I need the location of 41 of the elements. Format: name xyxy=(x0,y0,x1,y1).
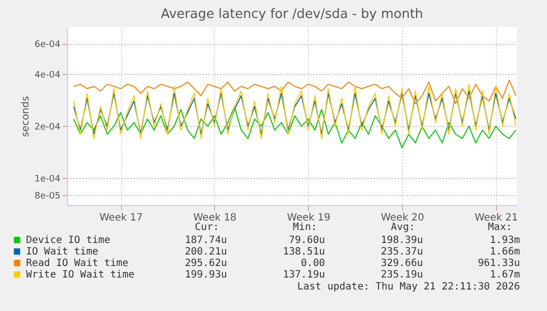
text: 1.93m xyxy=(490,235,520,246)
text: 0.00 xyxy=(300,258,325,269)
text: 200.21u xyxy=(184,246,227,258)
line-series xyxy=(73,106,516,148)
text: Avg: xyxy=(390,222,415,233)
y-tick-label: 1e-04 xyxy=(34,174,61,185)
text: Min: xyxy=(292,222,317,233)
text: 79.60u xyxy=(288,235,325,246)
x-tick-label: Week 19 xyxy=(287,212,330,224)
legend-label: IO Wait time xyxy=(26,246,98,258)
y-axis-title: seconds xyxy=(20,96,32,137)
text: 137.19u xyxy=(282,270,325,280)
x-tick-label: Week 17 xyxy=(99,212,143,224)
text: Max: xyxy=(488,222,512,233)
legend-label: Device IO time xyxy=(26,235,110,246)
text: 235.37u xyxy=(380,246,423,258)
text: 198.39u xyxy=(380,235,423,246)
text: 199.93u xyxy=(184,270,227,280)
legend-label: Read IO Wait time xyxy=(26,258,128,269)
x-tick-label: Week 18 xyxy=(193,212,237,224)
y-tick-label: 6e-04 xyxy=(34,40,61,50)
text: 329.66u xyxy=(380,258,423,269)
line-series xyxy=(73,90,516,135)
text: Last update: Thu May 21 22:11:30 2026 xyxy=(297,282,520,292)
y-tick-label: 4e-04 xyxy=(34,70,61,81)
text: 1.66m xyxy=(490,246,520,258)
text: 961.33u xyxy=(478,258,520,269)
x-tick-label: Week 21 xyxy=(474,212,518,224)
text: 295.62u xyxy=(184,258,227,269)
text: 235.19u xyxy=(380,270,423,280)
text: Cur: xyxy=(194,222,219,233)
text: 138.51u xyxy=(282,246,325,258)
text: 187.74u xyxy=(184,235,227,246)
text: 1.67m xyxy=(490,270,520,280)
x-tick-label: Week 20 xyxy=(380,212,424,224)
line-series xyxy=(73,80,516,104)
chart-title: Average latency for /dev/sda - by month xyxy=(160,7,424,22)
line-series xyxy=(73,84,516,139)
legend-label: Write IO Wait time xyxy=(26,270,134,280)
y-tick-label: 2e-04 xyxy=(34,122,61,133)
y-tick-label: 8e-05 xyxy=(34,191,60,202)
